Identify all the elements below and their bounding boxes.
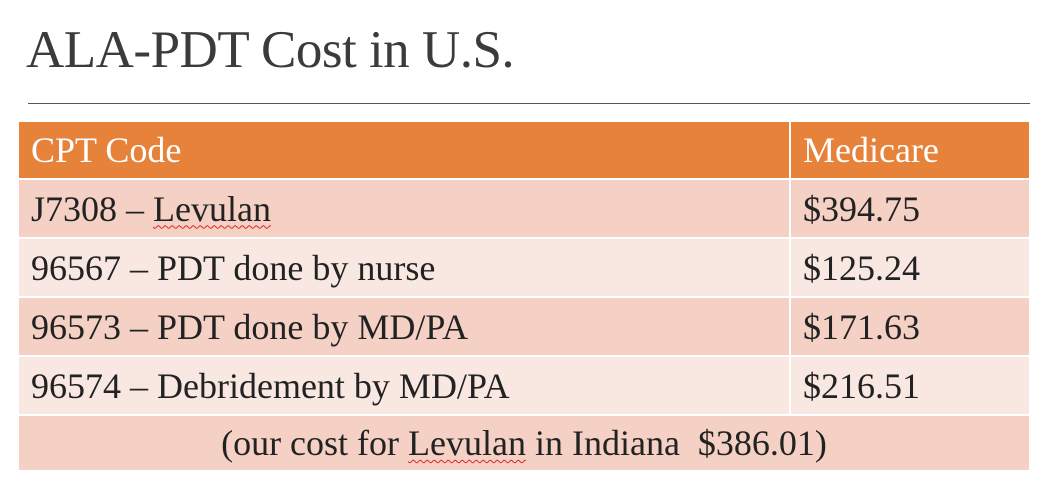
medicare-cell: $171.63 [789, 296, 1031, 357]
header-cpt-code: CPT Code [17, 120, 791, 180]
table-row: 96574 – Debridement by MD/PA $216.51 [17, 355, 1031, 416]
header-medicare: Medicare [789, 120, 1031, 180]
table-row: J7308 – Levulan $394.75 [17, 178, 1031, 239]
table-row: 96573 – PDT done by MD/PA $171.63 [17, 296, 1031, 357]
table-header-row: CPT Code Medicare [17, 120, 1031, 180]
medicare-cell: $125.24 [789, 237, 1031, 298]
title-divider [28, 103, 1030, 104]
medicare-cell: $216.51 [789, 355, 1031, 416]
table-row: 96567 – PDT done by nurse $125.24 [17, 237, 1031, 298]
footer-note: (our cost for Levulan in Indiana $386.01… [17, 414, 1031, 472]
cpt-code-cell: 96567 – PDT done by nurse [17, 237, 791, 298]
footer-levulan-word: Levulan [408, 423, 526, 463]
cost-table: CPT Code Medicare J7308 – Levulan $394.7… [17, 120, 1031, 472]
footer-note-after: in Indiana $386.01) [525, 423, 827, 463]
cpt-code-cell: 96573 – PDT done by MD/PA [17, 296, 791, 357]
medicare-cell: $394.75 [789, 178, 1031, 239]
cpt-code-cell: J7308 – Levulan [17, 178, 791, 239]
levulan-word: Levulan [153, 188, 271, 229]
cpt-code-cell: 96574 – Debridement by MD/PA [17, 355, 791, 416]
cpt-code-prefix: J7308 – [31, 188, 154, 229]
footer-note-before: (our cost for [221, 423, 409, 463]
slide-title: ALA-PDT Cost in U.S. [26, 21, 515, 79]
table-footer-row: (our cost for Levulan in Indiana $386.01… [17, 414, 1031, 472]
